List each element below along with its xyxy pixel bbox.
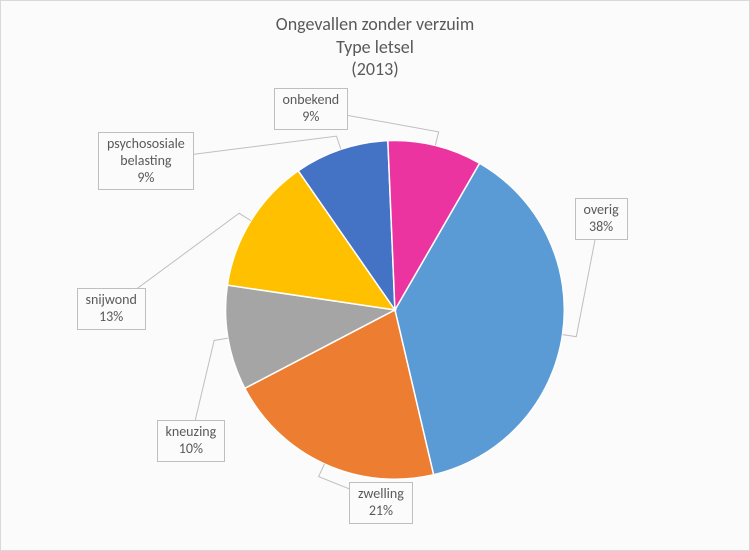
slice-label-kneuzing: kneuzing10% bbox=[157, 420, 226, 462]
slice-label-onbekend: onbekend9% bbox=[274, 88, 349, 130]
pie-chart bbox=[1, 1, 749, 550]
slice-label-snijwond: snijwond13% bbox=[77, 288, 146, 330]
slice-label-zwelling: zwelling21% bbox=[349, 482, 413, 524]
slice-label-overig: overig38% bbox=[575, 198, 628, 240]
slice-label-psychososiale-belasting: psychososialebelasting9% bbox=[98, 132, 194, 190]
chart-container: Ongevallen zonder verzuim Type letsel (2… bbox=[0, 0, 750, 551]
